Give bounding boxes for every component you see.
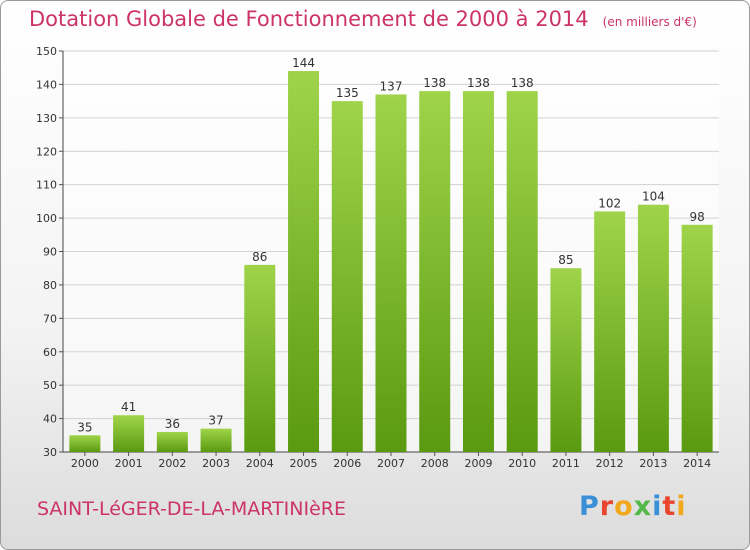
x-tick-label: 2013 [639,457,667,470]
y-tick-label: 90 [43,246,57,259]
bar [288,71,320,453]
x-tick-label: 2010 [508,457,536,470]
x-tick-label: 2011 [552,457,580,470]
bar-value-label: 35 [77,420,92,434]
chart-title: Dotation Globale de Fonctionnement de 20… [29,7,589,31]
bar [506,91,538,452]
logo-letter: x [633,491,653,522]
y-tick-label: 70 [43,312,57,325]
proxiti-logo: Proxiti [579,491,687,522]
logo-letter: i [652,491,663,522]
x-tick-label: 2007 [377,457,405,470]
x-tick-label: 2004 [246,457,274,470]
bar-value-label: 41 [121,400,136,414]
bar-value-label: 138 [467,76,490,90]
bar-value-label: 102 [598,196,621,210]
x-tick-label: 2002 [158,457,186,470]
bar [113,415,145,452]
bar-value-label: 85 [558,253,573,267]
bar [156,431,188,452]
bar-value-label: 144 [292,56,315,70]
y-tick-label: 110 [36,179,57,192]
commune-name: SAINT-LéGER-DE-LA-MARTINIèRE [37,498,346,520]
bar-value-label: 36 [165,417,180,431]
bar [331,101,363,452]
y-tick-label: 100 [36,212,57,225]
x-tick-label: 2001 [115,457,143,470]
y-tick-label: 150 [36,45,57,58]
x-tick-label: 2012 [596,457,624,470]
y-tick-label: 30 [43,446,57,459]
y-tick-label: 140 [36,78,57,91]
y-tick-label: 40 [43,413,57,426]
bar-value-label: 86 [252,250,267,264]
chart-subtitle: (en milliers d'€) [602,15,697,29]
bar-value-label: 104 [642,190,665,204]
chart-title-block: Dotation Globale de Fonctionnement de 20… [29,7,697,31]
x-tick-label: 2014 [683,457,711,470]
y-tick-label: 120 [36,145,57,158]
y-tick-label: 130 [36,112,57,125]
bar [681,224,713,452]
bar [637,204,669,452]
bar-value-label: 37 [208,414,223,428]
x-tick-label: 2005 [290,457,318,470]
y-tick-label: 60 [43,346,57,359]
bar-value-label: 98 [689,210,704,224]
y-tick-label: 50 [43,379,57,392]
logo-letter: o [614,491,634,522]
bar [200,428,232,452]
x-tick-label: 2003 [202,457,230,470]
bar [375,94,407,453]
x-tick-label: 2008 [421,457,449,470]
x-tick-label: 2000 [71,457,99,470]
bar-value-label: 138 [423,76,446,90]
bar [244,264,276,452]
bar [462,91,494,452]
bar [550,268,582,452]
bar-value-label: 137 [380,79,403,93]
logo-letter: i [676,491,687,522]
bar [419,91,451,452]
bar-value-label: 135 [336,86,359,100]
bar-value-label: 138 [511,76,534,90]
x-tick-label: 2006 [333,457,361,470]
bar [594,211,626,452]
bar [69,435,101,452]
logo-letter: t [662,491,677,522]
logo-letter: P [579,491,600,522]
logo-letter: r [599,491,615,522]
x-tick-label: 2009 [464,457,492,470]
y-tick-label: 80 [43,279,57,292]
